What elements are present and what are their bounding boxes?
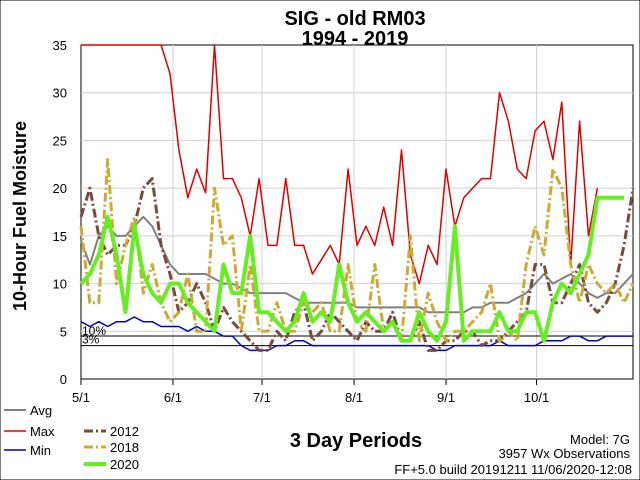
x-tick-label: 10/1 <box>524 390 549 405</box>
chart-title: SIG - old RM03 <box>284 8 425 30</box>
legend-label: Avg <box>30 403 52 418</box>
x-ticks: 5/1 6/1 7/1 8/1 9/1 10/1 <box>72 379 549 405</box>
legend-label: 2020 <box>110 457 139 472</box>
y-tick-label: 20 <box>53 181 67 196</box>
series <box>79 44 635 352</box>
footer-build: FF+5.0 build 20191211 11/06/2020-12:08 <box>394 462 632 477</box>
legend-item-min: Min <box>4 443 51 458</box>
legend-label: 2012 <box>110 424 139 439</box>
x-tick-label: 9/1 <box>437 390 455 405</box>
y-tick-label: 10 <box>53 277 67 292</box>
y-tick-label: 35 <box>53 38 67 53</box>
y-tick-label: 15 <box>53 229 67 244</box>
x-tick-label: 7/1 <box>253 390 271 405</box>
legend-label: Min <box>30 443 51 458</box>
legend-item-avg: Avg <box>4 403 52 418</box>
legend-label: 2018 <box>110 440 139 455</box>
reference-line-label: 10% <box>82 324 106 338</box>
plot-area: 10%3% 0 5 10 15 20 25 30 35 5/1 6/1 7/1 8/1 9/1 10/1 <box>53 38 635 405</box>
series-line-avg <box>80 215 634 314</box>
legend-item-2018: 2018 <box>84 440 139 455</box>
legend-item-2020: 2020 <box>84 457 139 472</box>
y-tick-label: 25 <box>53 133 67 148</box>
series-line-min <box>80 316 633 352</box>
legend-item-max: Max <box>4 424 55 439</box>
x-tick-label: 5/1 <box>72 390 90 405</box>
plot-frame <box>80 44 634 380</box>
series-line-2020 <box>79 195 625 343</box>
x-tick-label: 8/1 <box>345 390 363 405</box>
y-tick-label: 0 <box>60 372 67 387</box>
y-tick-label: 5 <box>60 324 67 339</box>
footer-observations: 3957 Wx Observations <box>498 446 630 461</box>
y-tick-label: 30 <box>53 86 67 101</box>
legend-item-2012: 2012 <box>84 424 139 439</box>
x-tick-label: 6/1 <box>164 390 182 405</box>
legend-label: Max <box>30 424 55 439</box>
y-axis-label: 10-Hour Fuel Moisture <box>10 121 30 311</box>
footer-model: Model: 7G <box>570 432 630 447</box>
x-axis-label: 3 Day Periods <box>290 430 422 452</box>
y-ticks: 0 5 10 15 20 25 30 35 <box>53 38 67 387</box>
series-line-2012 <box>79 177 635 352</box>
reference-line-label: 3% <box>82 333 100 347</box>
